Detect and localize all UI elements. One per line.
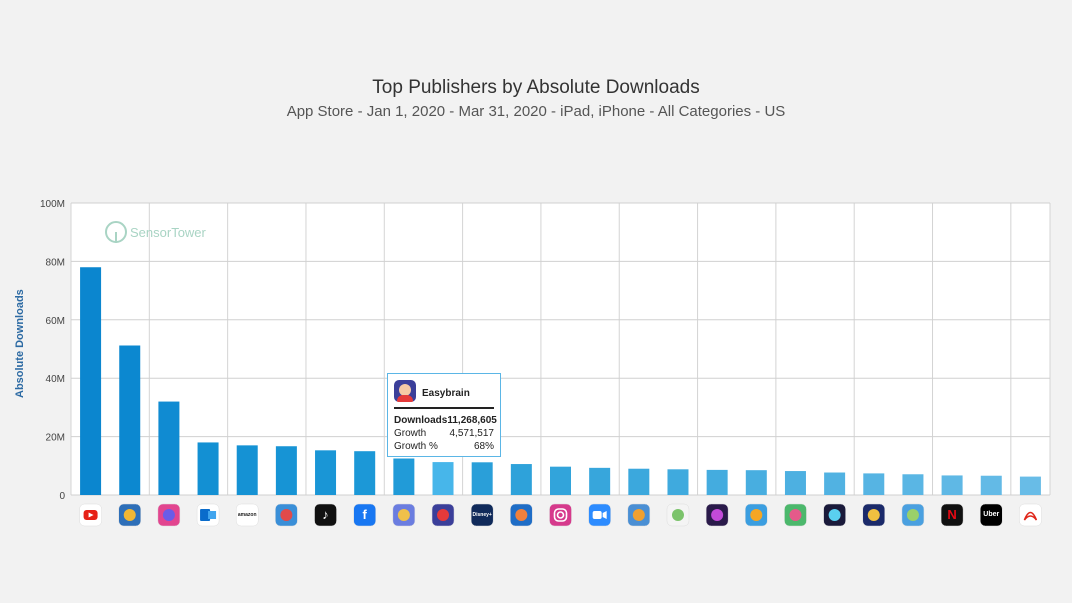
y-tick-label: 20M bbox=[46, 433, 65, 444]
bar-acrobat[interactable] bbox=[1019, 476, 1041, 495]
bar-sports-game[interactable] bbox=[275, 446, 297, 495]
bar-netflix[interactable] bbox=[941, 475, 963, 495]
adventure-game-icon[interactable] bbox=[627, 503, 651, 527]
svg-text:N: N bbox=[947, 507, 956, 522]
y-tick-label: 60M bbox=[46, 316, 65, 327]
tooltip-growth-pct-row: Growth % 68% bbox=[394, 441, 494, 452]
uber-icon[interactable]: Uber bbox=[980, 503, 1003, 527]
svg-text:Disney+: Disney+ bbox=[473, 512, 492, 518]
bar-runner-game[interactable] bbox=[393, 458, 415, 496]
fish-game-icon[interactable] bbox=[745, 503, 768, 527]
app-icons: amazon ♪ f Disney+ N Uber bbox=[79, 503, 1042, 527]
bar-tooltip: Easybrain Downloads 11,268,605 Growth 4,… bbox=[387, 373, 501, 457]
netflix-icon[interactable]: N bbox=[940, 503, 964, 527]
bar-outlook[interactable] bbox=[197, 442, 219, 495]
tooltip-publisher: Easybrain bbox=[422, 388, 470, 399]
concert-game-icon[interactable] bbox=[705, 503, 729, 527]
y-axis-ticks: 0 20M 40M 60M 80M 100M bbox=[40, 199, 65, 502]
bar-battle-game[interactable] bbox=[863, 473, 885, 495]
plot-area bbox=[71, 203, 1050, 495]
chart-title: Top Publishers by Absolute Downloads bbox=[372, 77, 700, 98]
gridlines bbox=[70, 202, 1051, 496]
bar-fish-game[interactable] bbox=[745, 470, 767, 495]
y-tick-label: 100M bbox=[40, 199, 65, 210]
music-tiles-icon[interactable] bbox=[823, 503, 846, 527]
bar-instagram[interactable] bbox=[550, 466, 571, 495]
bar-concert-game[interactable] bbox=[706, 469, 728, 495]
easybrain-icon[interactable] bbox=[431, 503, 455, 527]
tooltip-growth-pct-label: Growth % bbox=[394, 441, 438, 452]
bar-amazon[interactable] bbox=[236, 445, 258, 495]
tiktok-icon[interactable]: ♪ bbox=[314, 503, 337, 527]
tooltip-downloads-row: Downloads 11,268,605 bbox=[394, 415, 497, 426]
bar-uber[interactable] bbox=[980, 475, 1002, 495]
kids-app-icon[interactable] bbox=[666, 503, 690, 527]
disney-plus-icon[interactable]: Disney+ bbox=[470, 503, 494, 527]
battle-game-icon[interactable] bbox=[862, 503, 886, 527]
bars bbox=[80, 267, 1041, 495]
facebook-icon[interactable]: f bbox=[353, 503, 376, 527]
bar-music-tiles[interactable] bbox=[824, 472, 846, 495]
map-game-icon[interactable] bbox=[901, 503, 925, 527]
chart-subtitle: App Store - Jan 1, 2020 - Mar 31, 2020 -… bbox=[286, 103, 786, 120]
sensor-tower-watermark: SensorTower bbox=[105, 221, 207, 243]
svg-text:Uber: Uber bbox=[983, 511, 999, 518]
bar-hotel-game[interactable] bbox=[784, 471, 806, 495]
bar-kids-app[interactable] bbox=[667, 469, 689, 495]
instagram-icon[interactable] bbox=[549, 503, 572, 527]
tooltip-downloads-label: Downloads bbox=[394, 415, 448, 426]
easybrain-icon bbox=[394, 380, 416, 402]
bar-facebook[interactable] bbox=[354, 451, 376, 495]
bar-tiktok[interactable] bbox=[315, 450, 337, 495]
tooltip-downloads-value: 11,268,605 bbox=[447, 415, 497, 426]
acrobat-icon[interactable] bbox=[1019, 503, 1042, 527]
y-tick-label: 40M bbox=[46, 374, 65, 385]
hammer-puzzle-icon[interactable] bbox=[118, 503, 141, 527]
tooltip-growth-row: Growth 4,571,517 bbox=[394, 428, 494, 439]
y-tick-label: 80M bbox=[46, 257, 65, 268]
zoom-icon[interactable] bbox=[588, 503, 611, 527]
blast-game-icon[interactable] bbox=[510, 503, 533, 527]
watermark-text: SensorTower bbox=[130, 225, 207, 240]
bar-photo-app[interactable] bbox=[158, 401, 180, 495]
svg-text:f: f bbox=[363, 507, 368, 522]
bar-disney-plus[interactable] bbox=[471, 462, 493, 495]
y-tick-label: 0 bbox=[59, 491, 65, 502]
amazon-icon[interactable]: amazon bbox=[235, 503, 259, 527]
bar-map-game[interactable] bbox=[902, 474, 924, 495]
bar-easybrain[interactable] bbox=[432, 462, 454, 495]
bar-blast-game[interactable] bbox=[510, 464, 532, 495]
tooltip-growth-pct-value: 68% bbox=[473, 441, 494, 452]
runner-game-icon[interactable] bbox=[392, 503, 416, 527]
sports-game-icon[interactable] bbox=[275, 503, 298, 527]
bar-adventure-game[interactable] bbox=[628, 468, 650, 495]
svg-text:♪: ♪ bbox=[322, 507, 329, 522]
tooltip-growth-value: 4,571,517 bbox=[449, 428, 495, 439]
hotel-game-icon[interactable] bbox=[784, 503, 807, 527]
bar-youtube[interactable] bbox=[80, 267, 102, 495]
youtube-icon[interactable] bbox=[79, 503, 102, 527]
bar-hammer-puzzle[interactable] bbox=[119, 345, 141, 495]
outlook-icon[interactable] bbox=[196, 503, 220, 527]
photo-app-icon[interactable] bbox=[157, 503, 181, 527]
bar-zoom[interactable] bbox=[589, 467, 611, 495]
tooltip-growth-label: Growth bbox=[394, 428, 427, 439]
svg-text:amazon: amazon bbox=[238, 512, 257, 518]
